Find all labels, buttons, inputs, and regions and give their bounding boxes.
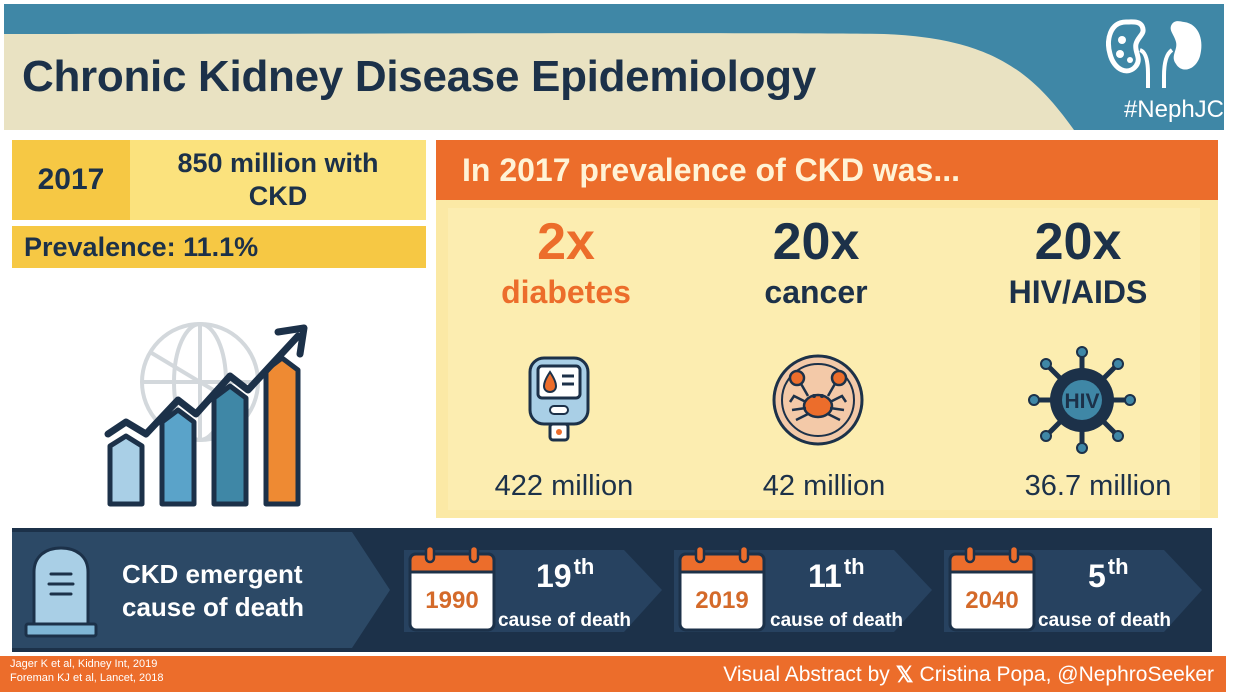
multiplier: 20x	[772, 213, 860, 271]
reference-1: Jager K et al, Kidney Int, 2019	[10, 658, 158, 670]
hiv-label: HIV	[1064, 390, 1099, 413]
death-label: CKD emergent cause of death	[122, 558, 304, 624]
multiplier: 2x	[537, 213, 595, 271]
count-label: 422 million	[494, 470, 634, 502]
calendar-year: 2040	[965, 587, 1019, 614]
rank-suffix: th	[1107, 554, 1129, 579]
hashtag-label: #NephJC	[1123, 96, 1224, 123]
count-label: 42 million	[762, 470, 886, 502]
death-label-line2: cause of death	[122, 592, 305, 622]
comparison-header: In 2017 prevalence of CKD was...	[436, 140, 1218, 200]
calendar-year: 1990	[425, 587, 479, 614]
condition-label: diabetes	[501, 274, 631, 310]
death-rank: 11th	[808, 554, 865, 595]
credit-prefix: Visual Abstract by	[723, 663, 890, 686]
ckd-count-value: 850 million with CKD	[177, 148, 379, 211]
header-background	[4, 4, 1224, 130]
reference-2: Foreman KJ et al, Lancet, 2018	[10, 672, 164, 684]
rank-number: 11	[808, 558, 842, 594]
kidney-logo-icon	[1106, 19, 1202, 88]
count-label: 36.7 million	[1024, 470, 1172, 502]
footer-bar	[0, 656, 1226, 692]
calendar-icon	[678, 544, 766, 632]
multiplier: 20x	[1034, 213, 1122, 271]
death-rank: 19th	[536, 554, 594, 595]
credit-line: Visual Abstract by 𝕏 Cristina Popa, @Nep…	[723, 662, 1214, 688]
prevalence-box: Prevalence: 11.1%	[12, 226, 426, 268]
ckd-count-box: 850 million with CKD	[130, 140, 426, 220]
condition-label: cancer	[764, 274, 868, 310]
x-logo-icon: 𝕏	[895, 662, 914, 687]
death-rank: 5th	[1088, 554, 1129, 595]
calendar-icon	[948, 544, 1036, 632]
rank-cause-label: cause of death	[498, 610, 632, 631]
year-value: 2017	[37, 163, 105, 196]
rank-suffix: th	[573, 554, 595, 579]
glucose-meter-icon	[528, 356, 590, 442]
growth-chart-icon	[104, 322, 308, 507]
comparison-item: 20x HIV/AIDS	[958, 212, 1198, 312]
calendar-year: 2019	[695, 587, 749, 614]
rank-number: 19	[536, 558, 572, 594]
crab-cancer-icon	[772, 354, 864, 446]
year-box: 2017	[12, 140, 130, 220]
comparison-item: 20x cancer	[696, 212, 936, 312]
prevalence-value: Prevalence: 11.1%	[24, 231, 259, 262]
header-banner	[4, 4, 1224, 130]
credit-name: Cristina Popa, @NephroSeeker	[919, 663, 1214, 686]
calendar-icon	[408, 544, 496, 632]
comparison-heading: In 2017 prevalence of CKD was...	[462, 151, 960, 188]
condition-label: HIV/AIDS	[1008, 274, 1148, 310]
rank-cause-label: cause of death	[770, 610, 904, 631]
rank-cause-label: cause of death	[1038, 610, 1172, 631]
rank-number: 5	[1088, 558, 1106, 594]
page-title: Chronic Kidney Disease Epidemiology	[22, 52, 816, 101]
comparison-item: 2x diabetes	[446, 212, 686, 312]
rank-suffix: th	[843, 554, 865, 579]
tombstone-icon	[24, 546, 98, 638]
death-label-line1: CKD emergent	[122, 559, 303, 589]
hiv-virus-icon: HIV	[1028, 346, 1136, 454]
